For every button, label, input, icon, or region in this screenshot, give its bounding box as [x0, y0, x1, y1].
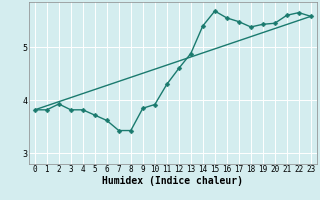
X-axis label: Humidex (Indice chaleur): Humidex (Indice chaleur): [102, 176, 243, 186]
